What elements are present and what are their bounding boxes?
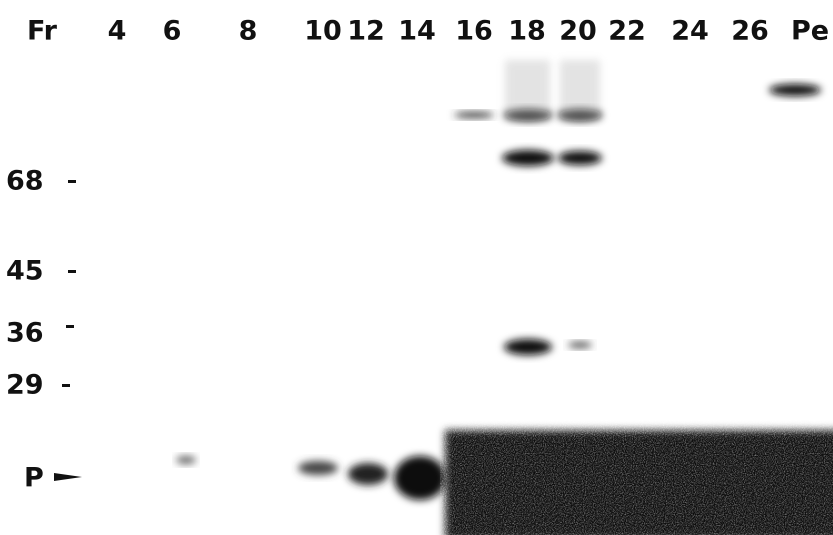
marker-dash bbox=[68, 270, 76, 273]
marker-label: 29 bbox=[6, 370, 44, 401]
lane-label: 8 bbox=[239, 16, 258, 47]
lane-label: 18 bbox=[508, 16, 546, 47]
band bbox=[502, 150, 554, 166]
lane-label: 4 bbox=[108, 16, 127, 47]
lane-labels: Fr 4 6 8 10 12 14 16 18 20 22 24 26 Pe bbox=[27, 16, 829, 47]
smear bbox=[560, 60, 600, 120]
lane-label: 6 bbox=[163, 16, 182, 47]
band bbox=[568, 342, 592, 348]
lane-label: 20 bbox=[559, 16, 597, 47]
marker-dash bbox=[62, 384, 70, 387]
lane-label: 26 bbox=[731, 16, 769, 47]
lane-label: 24 bbox=[671, 16, 709, 47]
band bbox=[769, 84, 821, 96]
marker-dash bbox=[68, 180, 76, 183]
grain bbox=[440, 420, 833, 535]
lane-label: 10 bbox=[304, 16, 342, 47]
marker-label: P bbox=[24, 463, 44, 494]
smear bbox=[505, 60, 550, 120]
band bbox=[298, 461, 338, 475]
page: {"lanes": ["Fr", "4", "6", "8", "10", "1… bbox=[0, 0, 833, 535]
bands bbox=[176, 60, 833, 535]
marker-dash bbox=[66, 325, 74, 328]
lane-label: 14 bbox=[398, 16, 436, 47]
band bbox=[454, 112, 494, 118]
band bbox=[176, 456, 196, 464]
band bbox=[394, 456, 446, 500]
marker-label: 45 bbox=[6, 256, 44, 287]
lane-label: 16 bbox=[455, 16, 493, 47]
band bbox=[504, 339, 552, 355]
marker-label: 36 bbox=[6, 318, 44, 349]
marker-labels: 68 45 36 29 P bbox=[6, 166, 82, 494]
lane-label: 12 bbox=[347, 16, 385, 47]
lane-label: Pe bbox=[791, 16, 829, 47]
band bbox=[558, 151, 602, 165]
lane-label: 22 bbox=[608, 16, 646, 47]
band bbox=[348, 463, 388, 485]
gel-image: Fr 4 6 8 10 12 14 16 18 20 22 24 26 Pe 6… bbox=[0, 0, 833, 535]
arrow bbox=[54, 473, 82, 481]
lane-label: Fr bbox=[27, 16, 58, 47]
marker-label: 68 bbox=[6, 166, 44, 197]
